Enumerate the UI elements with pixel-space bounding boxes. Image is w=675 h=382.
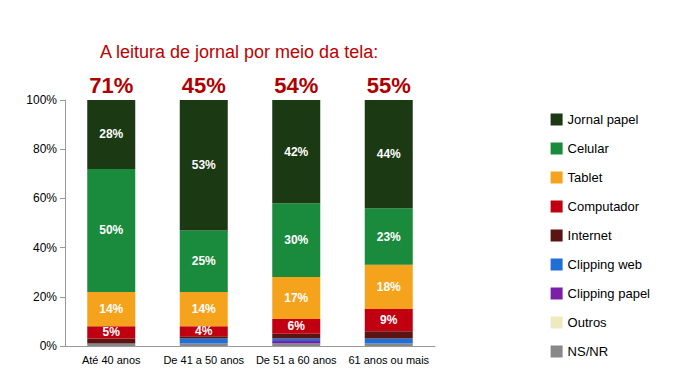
svg-text:De 51 a 60 anos: De 51 a 60 anos: [256, 354, 337, 366]
svg-text:17%: 17%: [284, 291, 308, 305]
svg-text:18%: 18%: [377, 280, 401, 294]
svg-text:Internet: Internet: [568, 228, 612, 243]
svg-text:Outros: Outros: [568, 315, 608, 330]
svg-text:0%: 0%: [40, 339, 58, 353]
svg-text:71%: 71%: [89, 73, 133, 98]
svg-text:23%: 23%: [377, 230, 401, 244]
svg-text:A leitura de jornal por meio d: A leitura de jornal por meio da tela:: [100, 42, 378, 62]
svg-text:42%: 42%: [284, 145, 308, 159]
svg-text:9%: 9%: [380, 313, 398, 327]
svg-text:NS/NR: NS/NR: [568, 344, 608, 359]
svg-text:Celular: Celular: [568, 141, 610, 156]
svg-text:14%: 14%: [192, 302, 216, 316]
svg-text:80%: 80%: [33, 142, 57, 156]
svg-text:De 41 a 50 anos: De 41 a 50 anos: [163, 354, 244, 366]
svg-text:25%: 25%: [192, 254, 216, 268]
svg-text:40%: 40%: [33, 241, 57, 255]
svg-text:61 anos ou mais: 61 anos ou mais: [348, 354, 429, 366]
svg-text:50%: 50%: [99, 223, 123, 237]
svg-text:55%: 55%: [367, 73, 411, 98]
svg-text:Clipping papel: Clipping papel: [568, 286, 651, 301]
svg-text:60%: 60%: [33, 191, 57, 205]
svg-text:44%: 44%: [377, 147, 401, 161]
svg-text:14%: 14%: [99, 302, 123, 316]
svg-text:Clipping web: Clipping web: [568, 257, 642, 272]
svg-text:Computador: Computador: [568, 199, 640, 214]
svg-text:5%: 5%: [103, 325, 121, 339]
svg-text:20%: 20%: [33, 290, 57, 304]
svg-text:Jornal papel: Jornal papel: [568, 112, 639, 127]
svg-text:100%: 100%: [26, 93, 57, 107]
svg-text:Tablet: Tablet: [568, 170, 603, 185]
svg-text:30%: 30%: [284, 233, 308, 247]
svg-text:53%: 53%: [192, 158, 216, 172]
svg-text:45%: 45%: [182, 73, 226, 98]
svg-text:Até 40 anos: Até 40 anos: [82, 354, 141, 366]
svg-text:54%: 54%: [274, 73, 318, 98]
svg-text:6%: 6%: [288, 319, 306, 333]
svg-text:4%: 4%: [195, 324, 213, 338]
svg-text:28%: 28%: [99, 127, 123, 141]
